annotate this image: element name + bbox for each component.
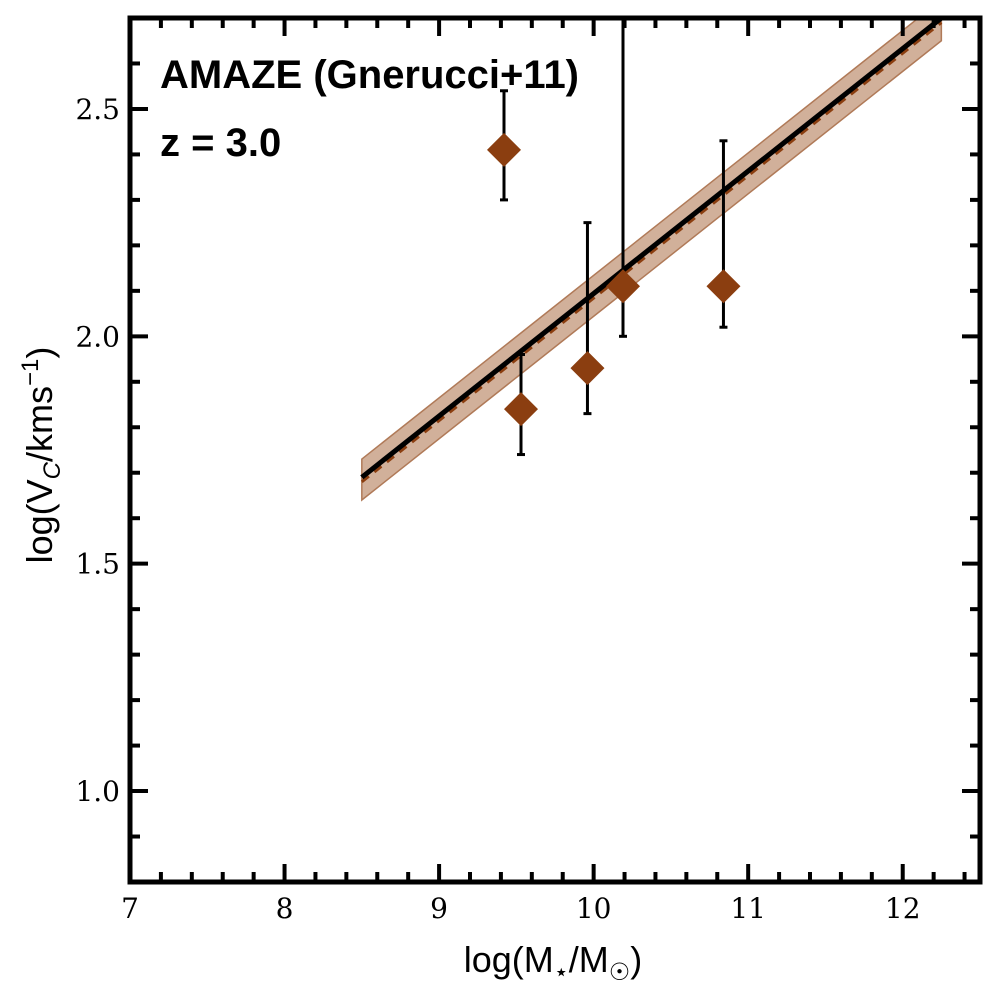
data-point-0 <box>487 132 521 167</box>
x-tick-label: 9 <box>430 892 448 925</box>
y-tick-label: 1.5 <box>75 548 120 581</box>
x-tick-label: 7 <box>121 892 139 925</box>
fit-dashed-line <box>360 21 943 484</box>
data-point-2 <box>570 351 605 386</box>
x-tick-label: 10 <box>576 892 612 925</box>
fit-band <box>361 18 943 502</box>
fit-line <box>360 18 943 480</box>
data-point-1 <box>504 392 538 427</box>
x-tick-label: 8 <box>276 892 294 925</box>
data-point-3 <box>606 269 640 304</box>
data-point-4 <box>706 269 741 304</box>
x-tick-label: 11 <box>730 892 766 925</box>
y-tick-label: 2.5 <box>75 93 120 126</box>
y-tick-label: 1.0 <box>75 775 120 808</box>
x-tick-label: 12 <box>885 892 921 925</box>
tick-labels: 7 8 9 10 11 12 1.0 1.5 2.0 2.5 <box>75 93 920 925</box>
plot-area <box>360 18 943 502</box>
y-axis-title: log(VC/kms−1) <box>17 347 66 564</box>
y-tick-label: 2.0 <box>75 320 120 353</box>
plot-frame <box>127 15 983 885</box>
redshift-label: z = 3.0 <box>160 121 281 165</box>
dataset-label: AMAZE (Gnerucci+11) <box>160 53 579 97</box>
x-axis-title: log(M⋆/M☉) <box>464 939 643 986</box>
